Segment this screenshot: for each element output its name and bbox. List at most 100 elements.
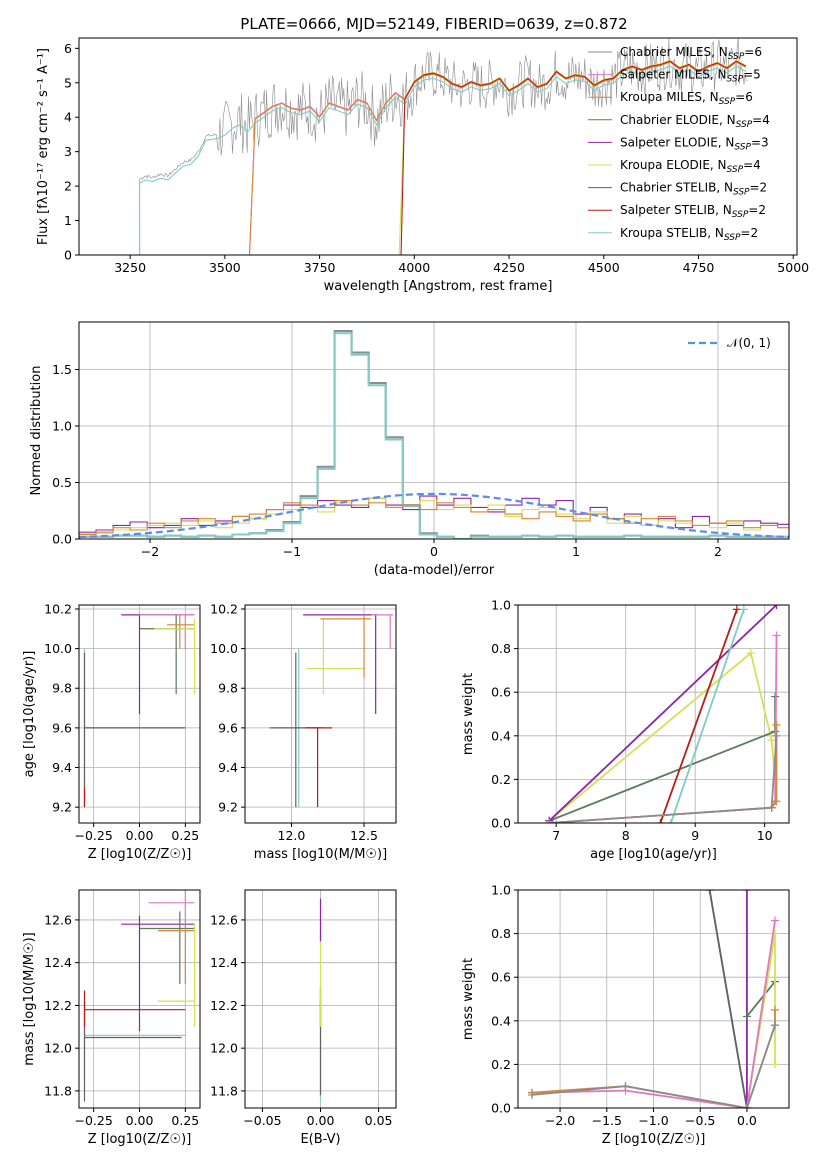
- legend-histogram: 𝒩(0, 1): [688, 336, 771, 350]
- point-marker: [528, 1090, 537, 1099]
- point-marker: [742, 1012, 751, 1021]
- point-marker: [767, 803, 776, 812]
- point-marker: [772, 731, 781, 740]
- series-line: [708, 890, 748, 1108]
- x-tick-label: 2: [714, 544, 722, 559]
- x-tick-label: 10: [757, 828, 773, 843]
- y-tick-label: 9.8: [52, 681, 72, 696]
- y-tick-label: 1.0: [52, 418, 72, 433]
- legend-label: Chabrier STELIB, NSSP=2: [620, 181, 767, 198]
- y-tick-label: 5: [64, 75, 72, 90]
- x-tick-label: 0.0: [737, 1113, 757, 1128]
- x-axis-label: age [log10(age/yr)]: [590, 847, 717, 862]
- x-axis-label: E(B-V): [300, 1132, 340, 1147]
- x-tick-label: 1: [572, 544, 580, 559]
- point-marker: [772, 797, 781, 806]
- y-tick-label: 0.0: [52, 532, 72, 547]
- y-axis-label: Flux [fλ10⁻¹⁷ erg cm⁻² s⁻¹ A⁻¹]: [36, 48, 51, 245]
- point-marker: [770, 1060, 779, 1069]
- y-tick-label: 9.4: [218, 760, 238, 775]
- point-marker: [767, 736, 776, 745]
- plot-area: [269, 614, 394, 808]
- y-tick-label: 10.0: [44, 641, 72, 656]
- x-tick-label: 0.25: [171, 1113, 199, 1128]
- point-marker: [621, 1082, 630, 1091]
- point-marker: [770, 1021, 779, 1030]
- y-tick-label: 0: [64, 248, 72, 263]
- legend-label: Chabrier MILES, NSSP=6: [620, 45, 762, 62]
- y-tick-label: 10.2: [210, 601, 238, 616]
- y-tick-label: 9.6: [52, 720, 72, 735]
- y-tick-label: 4: [64, 110, 72, 125]
- panel-residual-histogram: [75, 321, 790, 543]
- plot-area: [83, 890, 196, 1102]
- x-tick-label: 4250: [493, 260, 525, 275]
- point-marker: [739, 605, 748, 614]
- x-axis-label: mass [log10(M/M☉)]: [254, 847, 387, 862]
- y-tick-label: 6: [64, 41, 72, 56]
- plot-area: [107, 38, 748, 255]
- y-tick-label: 0.6: [491, 970, 511, 985]
- series-line: [548, 696, 776, 822]
- point-marker: [705, 890, 714, 894]
- x-tick-label: −1.0: [638, 1113, 668, 1128]
- panel-mass-vs-Z: [75, 889, 201, 1112]
- panel-age-vs-mass: [241, 604, 397, 827]
- y-tick-label: 12.4: [210, 955, 238, 970]
- x-tick-label: −1: [283, 544, 301, 559]
- point-marker: [772, 631, 781, 640]
- y-tick-label: 0.8: [491, 641, 511, 656]
- histogram-step: [79, 332, 789, 539]
- series-line: [548, 605, 778, 822]
- y-tick-label: 10.2: [44, 601, 72, 616]
- x-tick-label: 12.5: [350, 828, 378, 843]
- legend-label: Salpeter ELODIE, NSSP=3: [620, 135, 769, 152]
- x-tick-label: 0.00: [307, 1113, 335, 1128]
- axes-frame: [78, 37, 798, 256]
- y-axis-label: mass weight: [461, 958, 476, 1040]
- panel-age-vs-Z: [75, 604, 201, 827]
- x-axis-label: Z [log10(Z/Z☉)]: [88, 847, 192, 862]
- x-tick-label: 0.00: [126, 828, 154, 843]
- panel-spectrum: [75, 37, 798, 259]
- y-tick-label: 1.0: [491, 883, 511, 898]
- x-axis-label: wavelength [Angstrom, rest frame]: [324, 279, 553, 294]
- x-tick-label: 0.25: [171, 828, 199, 843]
- x-tick-label: 0.05: [365, 1113, 393, 1128]
- legend-spectrum: Chabrier MILES, NSSP=6 Salpeter MILES, NS…: [588, 45, 770, 243]
- x-tick-label: 0.00: [126, 1113, 154, 1128]
- y-tick-label: 1.5: [52, 362, 72, 377]
- y-tick-label: 3: [64, 144, 72, 159]
- point-marker: [770, 916, 779, 925]
- x-tick-label: 5000: [777, 260, 809, 275]
- y-tick-label: 11.8: [44, 1083, 72, 1098]
- series-line: [549, 635, 778, 823]
- model-line: [139, 65, 747, 255]
- y-tick-label: 9.2: [52, 800, 72, 815]
- y-axis-label: Normed distribution: [29, 366, 44, 496]
- y-tick-label: 12.6: [210, 912, 238, 927]
- y-tick-label: 9.4: [52, 760, 72, 775]
- legend-label: Kroupa ELODIE, NSSP=4: [620, 158, 761, 175]
- x-tick-label: −0.05: [243, 1113, 281, 1128]
- series-line: [670, 609, 745, 823]
- normal-curve: [79, 492, 789, 539]
- y-tick-label: 1: [64, 213, 72, 228]
- point-marker: [772, 720, 781, 729]
- y-tick-label: 0.2: [491, 772, 511, 787]
- y-tick-label: 1.0: [491, 598, 511, 613]
- y-tick-label: 0.0: [491, 816, 511, 831]
- series-line: [659, 609, 738, 823]
- x-tick-label: −0.25: [75, 828, 113, 843]
- x-tick-label: 4000: [398, 260, 430, 275]
- x-tick-label: 8: [622, 828, 630, 843]
- legend-label: Kroupa MILES, NSSP=6: [620, 90, 753, 107]
- series-line: [531, 1024, 776, 1108]
- legend-label: 𝒩(0, 1): [727, 336, 771, 350]
- point-marker: [746, 648, 755, 657]
- x-tick-label: 3750: [304, 260, 336, 275]
- y-tick-label: 2: [64, 179, 72, 194]
- y-axis-label: mass weight: [461, 673, 476, 755]
- point-marker: [545, 819, 554, 823]
